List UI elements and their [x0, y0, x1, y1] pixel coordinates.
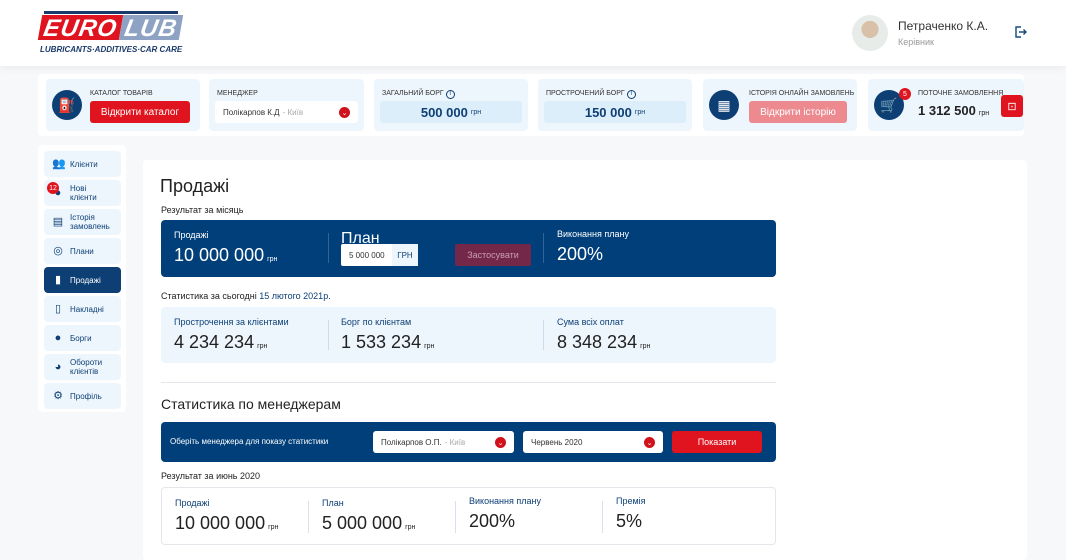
- bomb-icon: ●: [54, 331, 62, 344]
- catalog-card: ⛽ Каталог товарів Відкрити каталог: [46, 79, 200, 131]
- sidebar-item-label: Борги: [70, 333, 92, 343]
- current-order-value: 1 312 500 грн: [918, 103, 990, 118]
- history-card: ▦ Історія онлайн замовлень Відкрити істо…: [703, 79, 857, 131]
- boxes-icon: ▦: [709, 90, 739, 120]
- logo-tagline: LUBRICANTS·ADDITIVES·CAR CARE: [40, 45, 183, 54]
- sidebar-item-label: Клієнти: [70, 159, 98, 169]
- plan-execution: Виконання плану 200%: [557, 229, 629, 264]
- today-date: 15 лютого 2021р.: [259, 291, 331, 301]
- sidebar-item-order-history[interactable]: ▤ Історія замовлень: [44, 209, 121, 235]
- manager-label: Менеджер: [217, 90, 258, 97]
- managers-section-title: Статистика по менеджерам: [161, 396, 341, 412]
- document-icon: ▯: [54, 302, 62, 315]
- total-debt-card: Загальний борг i 500 000 грн: [374, 79, 528, 131]
- history-label: Історія онлайн замовлень: [749, 90, 855, 97]
- apply-button[interactable]: Застосувати: [455, 244, 531, 266]
- cart-badge: 5: [899, 88, 911, 100]
- month-sales: Продажі 10 000 000 грн: [174, 230, 278, 265]
- stat-payments: Сума всіх оплат 8 348 234 грн: [557, 317, 651, 352]
- sidebar-item-new-clients[interactable]: ● Нові клієнти 12: [44, 180, 121, 206]
- bar-chart-icon: ▮: [54, 273, 62, 286]
- currency-label: ГРН: [392, 244, 418, 266]
- open-history-button[interactable]: Відкрити історію: [749, 101, 847, 123]
- show-button[interactable]: Показати: [672, 431, 762, 453]
- result-plan: План 5 000 000 грн: [322, 498, 416, 533]
- sidebar-item-plans[interactable]: ◎ Плани: [44, 238, 121, 264]
- manager-filter-bar: Оберіть менеджера для показу статистики …: [161, 422, 776, 462]
- logo-text: EURO: [37, 15, 124, 42]
- manager-value: Полікарпов К.Д: [223, 107, 280, 117]
- manager-card: Менеджер Полікарпов К.Д - Київ ⌄: [209, 79, 364, 131]
- overdue-debt-label: Прострочений борг i: [546, 90, 636, 99]
- sidebar-item-sales[interactable]: ▮ Продажі: [44, 267, 121, 293]
- period-result-panel: Продажі 10 000 000 грн План 5 000 000 грн Ви…: [161, 487, 776, 545]
- sidebar-item-label: Профіль: [70, 391, 102, 401]
- chevron-down-icon: ⌄: [644, 437, 655, 448]
- sidebar-item-profile[interactable]: ⚙ Профіль: [44, 383, 121, 409]
- user-name: Петраченко К.А.: [898, 19, 989, 33]
- sidebar-item-label: Плани: [70, 246, 94, 256]
- catalog-label: Каталог товарів: [90, 90, 153, 97]
- month-result-label: Результат за місяць: [161, 205, 244, 215]
- checkout-bag-icon[interactable]: ⊡: [1001, 95, 1023, 117]
- info-icon[interactable]: i: [626, 90, 636, 99]
- sidebar-item-label: Нові клієнти: [70, 184, 97, 202]
- result-sales: Продажі 10 000 000 грн: [175, 498, 279, 533]
- eurolub-logo[interactable]: EURO LUB LUBRICANTS·ADDITIVES·CAR CARE: [37, 11, 184, 57]
- filter-manager-select[interactable]: Полікарпов О.П. - Київ ⌄: [373, 431, 514, 453]
- chevron-down-icon: ⌄: [339, 107, 350, 118]
- sidebar-item-label: Обороти клієнтів: [70, 358, 103, 376]
- overdue-debt-value: 150 000 грн: [544, 101, 686, 123]
- gear-icon: ⚙: [53, 389, 63, 402]
- info-icon[interactable]: i: [445, 90, 455, 99]
- today-stats-panel: Прострочення за клієнтами 4 234 234 грн Бо…: [161, 307, 776, 363]
- total-debt-label: Загальний борг i: [382, 90, 455, 99]
- result-execution: Виконання плану 200%: [469, 496, 541, 531]
- user-role: Керівник: [898, 37, 934, 47]
- page-title: Продажі: [160, 176, 230, 196]
- logo-text: LUB: [119, 15, 184, 42]
- new-clients-badge: 12: [47, 182, 59, 194]
- sidebar-item-clients[interactable]: 👥 Клієнти: [44, 151, 121, 177]
- manager-select[interactable]: Полікарпов К.Д - Київ ⌄: [215, 101, 358, 123]
- divider: [161, 382, 776, 383]
- filter-month-select[interactable]: Червень 2020 ⌄: [523, 431, 663, 453]
- stat-debt: Борг по клієнтам 1 533 234 грн: [341, 317, 435, 352]
- open-catalog-button[interactable]: Відкрити каталог: [90, 101, 190, 123]
- user-icon: ●: [54, 186, 62, 199]
- plan-input-value: 5 000 000: [349, 251, 385, 260]
- sidebar-item-turnover[interactable]: ◕ Обороти клієнтів: [44, 354, 121, 380]
- logout-icon[interactable]: [1013, 25, 1027, 39]
- catalog-icon: ⛽: [52, 90, 82, 120]
- sidebar-item-label: Продажі: [70, 275, 101, 285]
- total-debt-value: 500 000 грн: [380, 101, 522, 123]
- avatar[interactable]: [852, 15, 888, 51]
- stat-overdue: Прострочення за клієнтами 4 234 234 грн: [174, 317, 289, 352]
- filter-label: Оберіть менеджера для показу статистики: [170, 437, 329, 446]
- clipboard-list-icon: ▤: [52, 215, 64, 228]
- plan-input[interactable]: 5 000 000 ГРН: [341, 244, 418, 266]
- sidebar: 👥 Клієнти ● Нові клієнти 12 ▤ Історія замовл…: [38, 145, 126, 412]
- period-result-label: Результат за июнь 2020: [161, 471, 261, 481]
- target-icon: ◎: [53, 244, 63, 257]
- result-bonus: Премія 5%: [616, 496, 646, 531]
- current-order-card: 🛒 5 Поточне замовлення 1 312 500 грн ⊡: [868, 79, 1024, 131]
- month-result-panel: Продажі 10 000 000 грн План 5 000 000 ГРН З…: [161, 220, 776, 277]
- header: EURO LUB LUBRICANTS·ADDITIVES·CAR CARE Пе…: [0, 0, 1066, 66]
- today-stats-label: Статистика за сьогодні 15 лютого 2021р.: [161, 291, 331, 301]
- manager-city: - Київ: [282, 107, 304, 117]
- sidebar-item-debts[interactable]: ● Борги: [44, 325, 121, 351]
- pie-chart-icon: ◕: [54, 360, 62, 373]
- overdue-debt-card: Прострочений борг i 150 000 грн: [538, 79, 692, 131]
- main-panel: Продажі Результат за місяць Продажі 10 00…: [143, 160, 1027, 560]
- summary-bar: ⛽ Каталог товарів Відкрити каталог Менед…: [38, 74, 1024, 136]
- sidebar-item-label: Накладні: [70, 304, 104, 314]
- sidebar-item-invoices[interactable]: ▯ Накладні: [44, 296, 121, 322]
- chevron-down-icon: ⌄: [495, 437, 506, 448]
- users-icon: 👥: [52, 157, 66, 170]
- plan-label: План: [341, 230, 380, 247]
- sidebar-item-label: Історія замовлень: [70, 213, 110, 231]
- current-order-label: Поточне замовлення: [918, 90, 1004, 97]
